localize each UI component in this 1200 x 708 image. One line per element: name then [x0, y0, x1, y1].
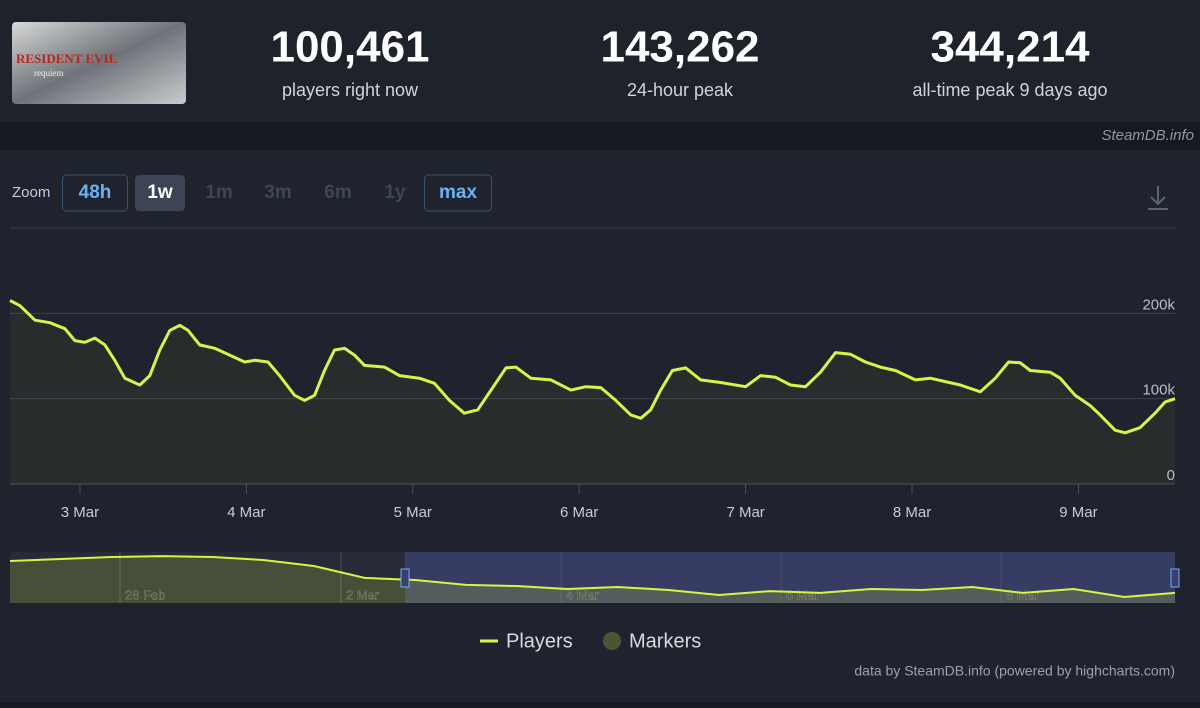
zoom-button-label: 1y [384, 182, 406, 203]
navigator-label: 28 Feb [125, 587, 165, 602]
credits[interactable]: data by SteamDB.info (powered by highcha… [854, 663, 1175, 679]
zoom-button[interactable] [424, 174, 492, 212]
stat-label: all-time peak 9 days ago [912, 80, 1107, 100]
plot: 0 100k 200k 3 Mar 4 Mar 5 Mar 6 Mar 7 Mar 8 Mar 9… [9, 296, 1176, 521]
y-tick-label: 200k [1142, 296, 1175, 313]
legend-marker [603, 632, 621, 650]
x-tick-label: 5 Mar [394, 504, 432, 521]
chart-panel [0, 150, 1200, 702]
x-tick-label: 7 Mar [726, 504, 764, 521]
game-logo[interactable] [12, 22, 186, 104]
y-tick-label: 0 [1167, 467, 1175, 484]
navigator-line [9, 555, 1176, 599]
zoom-button-label: 1m [205, 182, 232, 203]
navigator: 28 Feb 2 Mar 4 Mar 6 Mar 8 Mar [9, 552, 1180, 603]
series-area [10, 300, 1175, 484]
y-tick-label: 100k [1142, 382, 1175, 399]
x-tick-label: 8 Mar [893, 504, 931, 521]
logo-title: RESIDENT EVIL [16, 51, 118, 66]
stat-label: 24-hour peak [627, 80, 734, 100]
navigator-handle[interactable] [1170, 568, 1180, 588]
stats-panel [0, 0, 1200, 122]
legend-label[interactable]: Markers [629, 630, 701, 652]
navigator-label: 2 Mar [346, 587, 380, 602]
stat-value: 100,461 [270, 23, 429, 72]
zoom-button-label[interactable]: 48h [79, 182, 112, 203]
logo-subtitle: requiem [34, 68, 64, 78]
navigator-handle[interactable] [400, 568, 410, 588]
zoom-label: Zoom [12, 184, 50, 201]
navigator-label: 4 Mar [566, 587, 600, 602]
zoom-buttons: 48h 1w 1m 3m 6m 1y max [62, 174, 492, 212]
zoom-button[interactable] [62, 174, 128, 212]
legend: Players Markers [480, 630, 701, 652]
zoom-button-label[interactable]: 1w [147, 182, 173, 203]
navigator-area [10, 556, 1175, 603]
stats: 100,461 players right now 143,262 24-hour p… [270, 23, 1107, 100]
download-icon[interactable] [1148, 186, 1168, 210]
stat-value: 344,214 [930, 23, 1090, 72]
zoom-button-label: 6m [324, 182, 351, 203]
series-line [9, 299, 1176, 435]
x-tick-label: 9 Mar [1059, 504, 1097, 521]
source-link[interactable]: SteamDB.info [1101, 127, 1194, 144]
zoom-button-label: 3m [264, 182, 291, 203]
x-tick-label: 3 Mar [61, 504, 99, 521]
zoom-button[interactable] [135, 175, 185, 211]
legend-label[interactable]: Players [506, 630, 573, 652]
x-tick-label: 4 Mar [227, 504, 265, 521]
stat-value: 143,262 [600, 23, 759, 72]
x-tick-label: 6 Mar [560, 504, 598, 521]
zoom-button-label[interactable]: max [439, 182, 477, 203]
navigator-selection [405, 552, 1175, 603]
stat-label: players right now [282, 80, 419, 100]
